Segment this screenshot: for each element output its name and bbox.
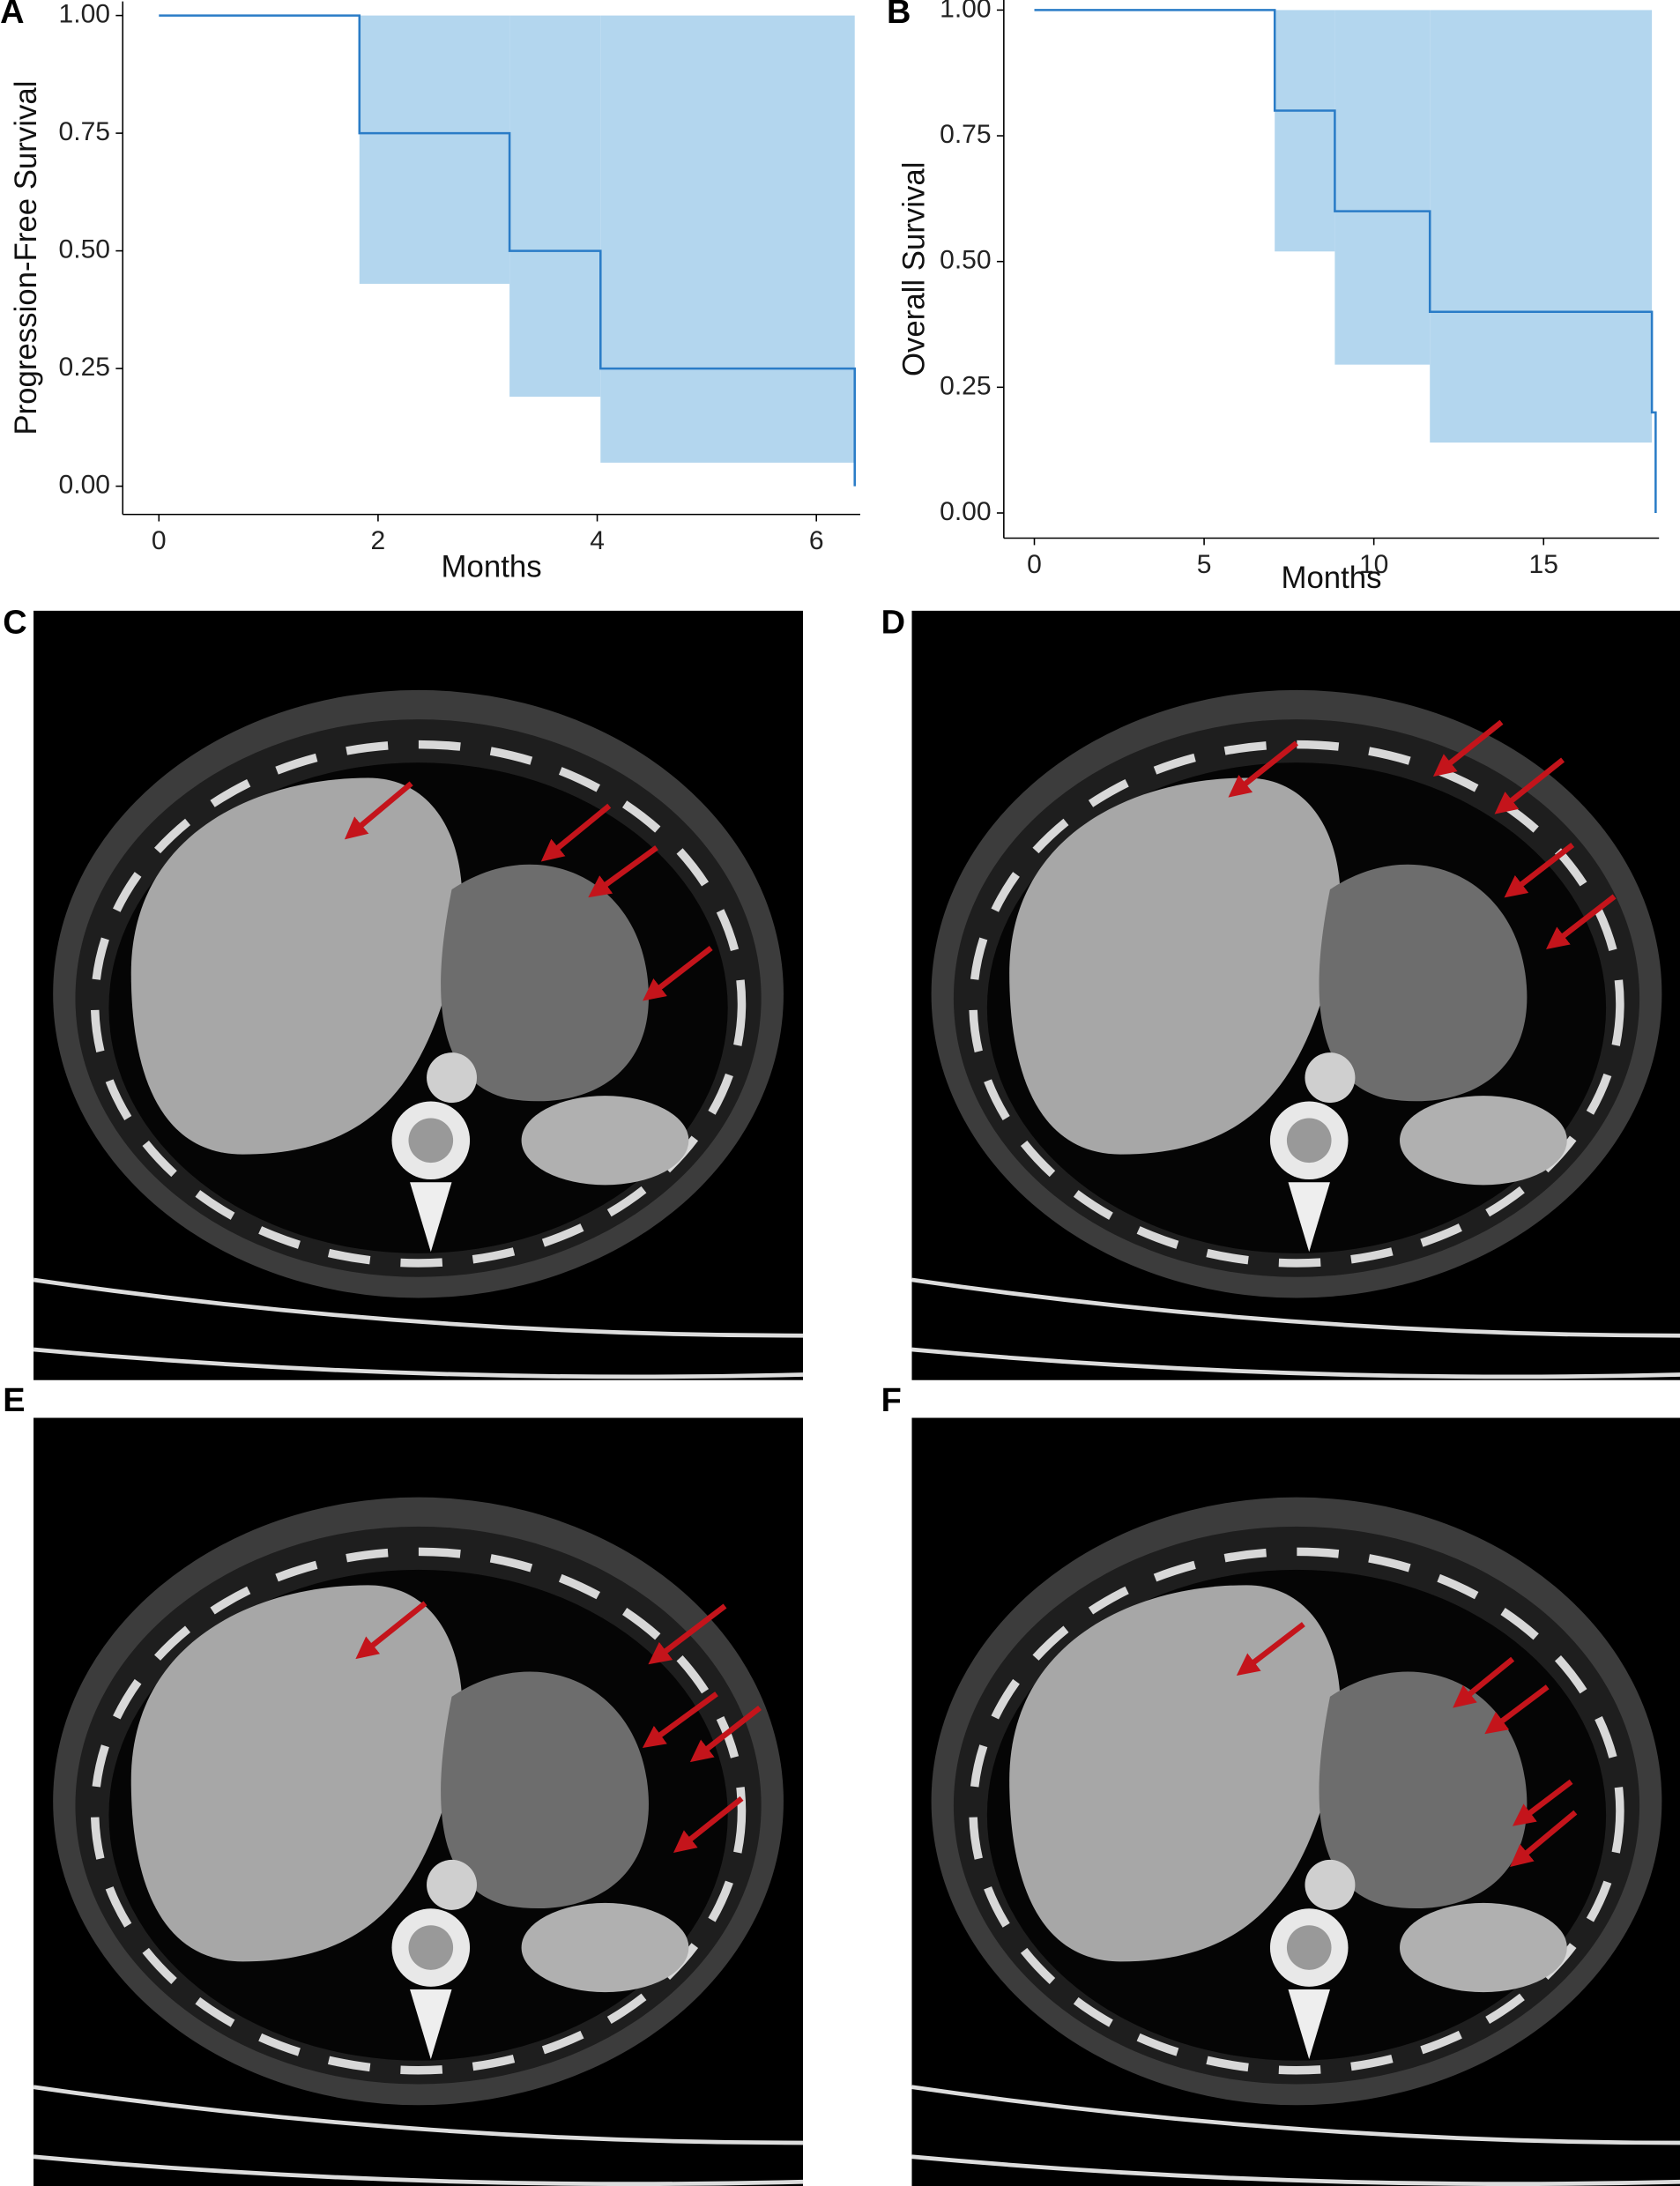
x-tick-label: 0 (152, 526, 167, 555)
arrow (689, 1706, 762, 1763)
chart: 0.00 0.25 0.50 0.75 1.00 0 2 4 6 Months Progressio… (0, 0, 860, 584)
arrow (1432, 719, 1504, 777)
arrow (1545, 894, 1617, 949)
arrow (1236, 1622, 1305, 1676)
confidence-band (359, 15, 510, 284)
ct-image (33, 1418, 803, 2186)
y-tick-label: 0.00 (59, 471, 110, 500)
ct-image (33, 611, 803, 1380)
y-axis-label: Progression-Free Survival (10, 81, 43, 435)
arrow (1512, 1779, 1573, 1826)
arrow (1510, 1810, 1578, 1867)
arrow (1228, 740, 1298, 798)
arrow (540, 803, 612, 862)
y-tick-label: 0.50 (59, 235, 110, 264)
ct-image (911, 1418, 1680, 2186)
x-tick-label: 2 (371, 526, 386, 555)
x-tick-label: 15 (1529, 550, 1558, 579)
x-tick-label: 4 (590, 526, 605, 555)
x-tick-label: 6 (809, 526, 824, 555)
x-axis-label: Months (1281, 561, 1381, 595)
panel-label: D (881, 605, 905, 642)
confidence-band (1334, 10, 1431, 365)
confidence-band (1430, 10, 1653, 443)
y-tick-label: 1.00 (59, 0, 110, 29)
arrow (673, 1796, 744, 1853)
y-axis-label: Overall Survival (897, 161, 931, 376)
y-tick-label: 0.25 (59, 353, 110, 382)
arrow (1494, 757, 1565, 814)
arrow (1453, 1656, 1515, 1708)
arrow (648, 1603, 727, 1665)
x-tick-label: 5 (1197, 550, 1212, 579)
arrow (1484, 1684, 1550, 1735)
x-axis-label: Months (442, 550, 542, 584)
arrow (588, 845, 658, 898)
y-tick-label: 0.50 (940, 246, 991, 275)
arrow (1504, 842, 1575, 898)
confidence-band (509, 15, 601, 398)
survival-line (1034, 9, 1657, 513)
arrow (355, 1601, 427, 1660)
y-tick-label: 0.00 (940, 497, 991, 526)
y-tick-label: 1.00 (940, 0, 991, 23)
y-tick-label: 0.75 (940, 120, 991, 149)
ct-images: C D E F (3, 605, 1680, 2186)
y-tick-label: 0.25 (940, 371, 991, 400)
arrow (344, 781, 413, 840)
panel-label: F (881, 1382, 902, 1419)
arrows (344, 719, 1617, 1867)
panel-label: E (3, 1382, 25, 1419)
panel-label: C (3, 605, 26, 642)
y-tick-label: 0.75 (59, 117, 110, 146)
x-tick-label: 10 (1359, 550, 1388, 579)
x-tick-label: 0 (1027, 550, 1042, 579)
survival-line (159, 14, 856, 487)
panel-label: B (887, 0, 911, 31)
confidence-band (1275, 10, 1335, 252)
ct-image (911, 611, 1680, 1380)
arrow (642, 1692, 718, 1749)
panel-label: A (0, 0, 24, 31)
arrow (643, 946, 713, 1001)
confidence-band (600, 15, 855, 463)
chart: 0.00 0.25 0.50 0.75 1.00 0 5 10 15 Months Overall … (887, 0, 1660, 595)
